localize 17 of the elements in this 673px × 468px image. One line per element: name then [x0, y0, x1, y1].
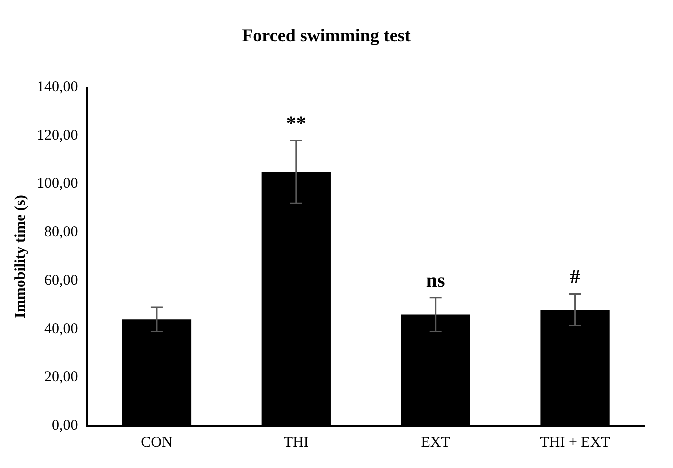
- y-axis-title: Immobility time (s): [12, 195, 29, 318]
- y-tick-label: 140,00: [37, 80, 78, 96]
- y-tick-label: 100,00: [37, 176, 78, 192]
- y-tick-label: 80,00: [44, 224, 78, 241]
- x-tick-label: CON: [141, 434, 173, 451]
- x-tick-label: EXT: [421, 434, 450, 451]
- y-tick-label: 120,00: [37, 128, 78, 144]
- annotation: ns: [426, 270, 446, 292]
- annotation: #: [570, 266, 580, 288]
- chart-title: Forced swimming test: [242, 25, 411, 46]
- annotation: **: [286, 112, 306, 135]
- y-tick-label: 60,00: [44, 272, 78, 289]
- x-tick-label: THI + EXT: [540, 434, 610, 451]
- y-tick-label: 40,00: [44, 321, 78, 338]
- x-tick-label: THI: [284, 434, 309, 451]
- y-tick-label: 20,00: [44, 370, 78, 386]
- y-tick-label: 0,00: [52, 418, 78, 434]
